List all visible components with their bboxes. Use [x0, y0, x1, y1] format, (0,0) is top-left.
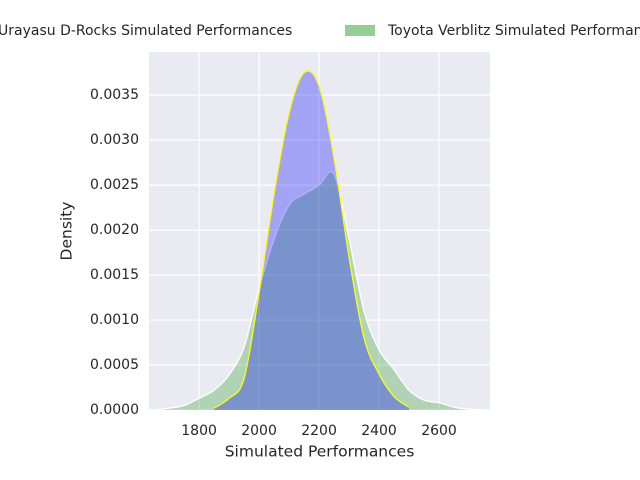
- x-tick-label: 1800: [181, 423, 217, 439]
- y-tick-label: 0.0005: [90, 357, 139, 373]
- y-tick-label: 0.0035: [90, 87, 139, 103]
- x-tick-label: 2400: [361, 423, 397, 439]
- density-line: [154, 171, 485, 411]
- y-tick-label: 0.0015: [90, 267, 139, 283]
- density-area: [154, 171, 485, 410]
- y-axis-label: Density: [58, 202, 76, 261]
- y-tick-label: 0.0030: [90, 132, 139, 148]
- y-tick-label: 0.0020: [90, 222, 139, 238]
- y-tick-label: 0.0010: [90, 312, 139, 328]
- x-tick-label: 2600: [421, 423, 457, 439]
- y-tick-label: 0.0000: [90, 402, 139, 418]
- legend-label: Urayasu D-Rocks Simulated Performances: [0, 23, 292, 39]
- y-tick-label: 0.0025: [90, 177, 139, 193]
- x-axis-label: Simulated Performances: [225, 443, 415, 461]
- legend-label: Toyota Verblitz Simulated Performances: [387, 23, 640, 39]
- x-tick-label: 2000: [241, 423, 277, 439]
- density-line: [213, 70, 410, 409]
- density-area: [214, 70, 410, 410]
- x-tick-label: 2200: [301, 423, 337, 439]
- legend-swatch: [345, 25, 375, 36]
